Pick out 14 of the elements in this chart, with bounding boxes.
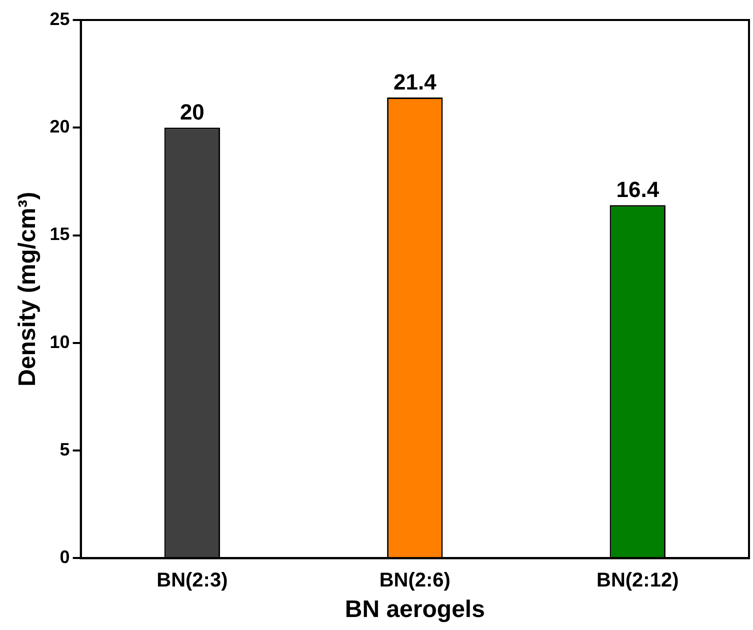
y-tick-label: 25 (50, 8, 70, 29)
data-label: 21.4 (393, 70, 438, 95)
x-tick-label: BN(2:12) (596, 570, 679, 592)
x-axis-title: BN aerogels (344, 596, 485, 624)
y-tick-label: 5 (60, 440, 70, 460)
data-label: 16.4 (616, 177, 660, 202)
x-tick-label: BN(2:6) (379, 570, 450, 592)
y-tick-label: 20 (50, 116, 70, 137)
data-label: 20 (180, 100, 204, 125)
y-tick-label: 10 (50, 332, 70, 352)
y-tick-label: 0 (60, 547, 70, 568)
y-axis-title: Density (mg/cm³) (14, 192, 42, 386)
y-tick-label: 15 (50, 224, 70, 244)
x-tick-label: BN(2:3) (156, 570, 228, 592)
